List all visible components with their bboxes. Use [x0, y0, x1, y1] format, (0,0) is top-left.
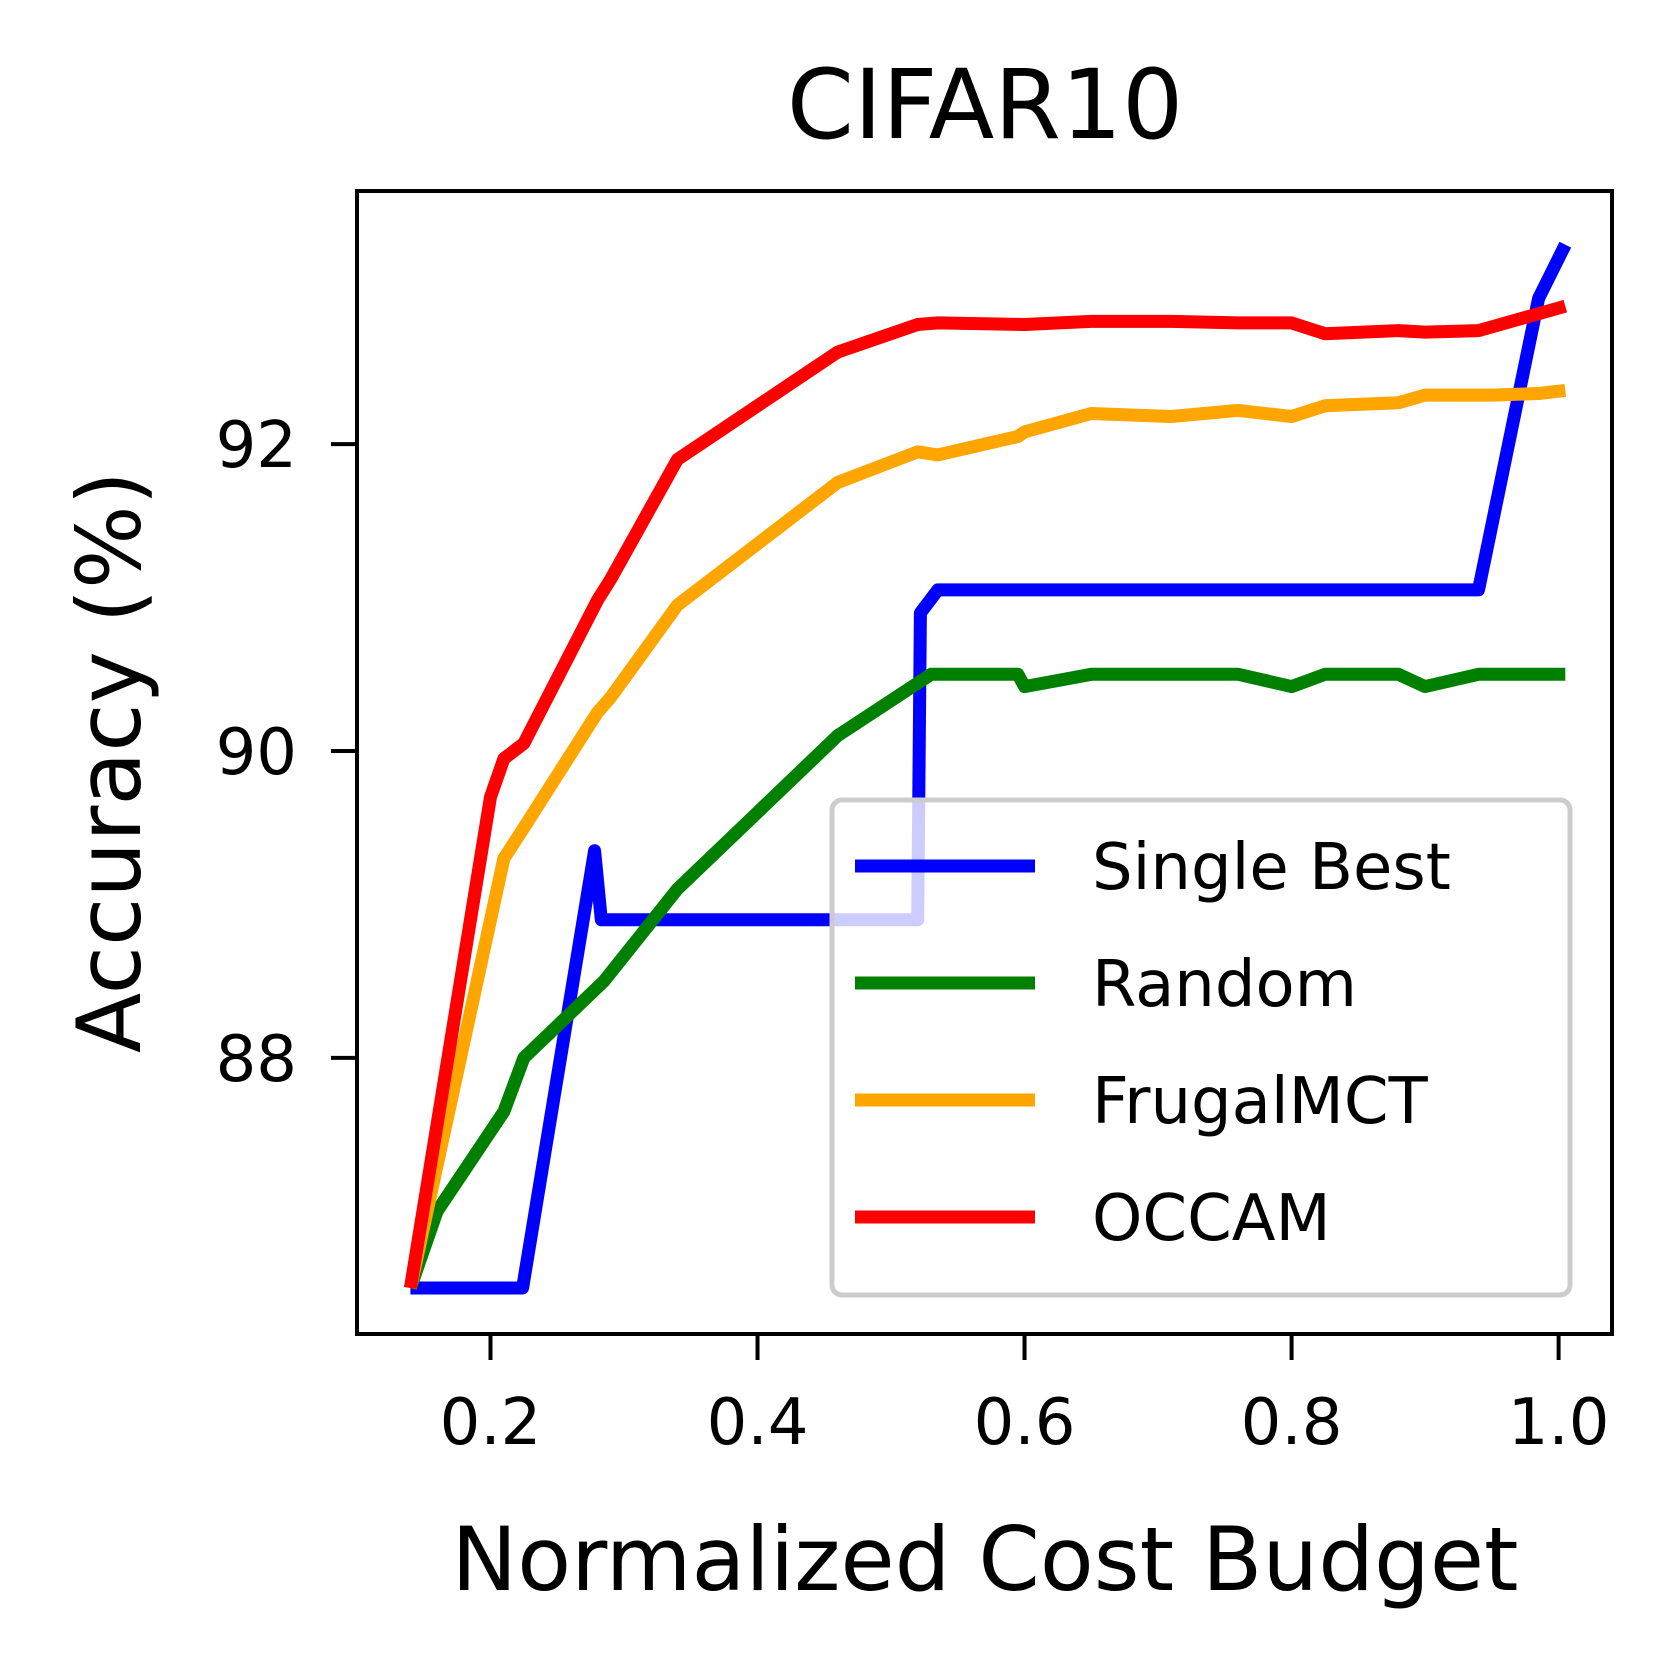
x-tick-label: 0.4 — [707, 1386, 809, 1460]
legend-label: FrugalMCT — [1092, 1065, 1429, 1139]
legend: Single Best Random FrugalMCT OCCAM — [829, 797, 1573, 1298]
plot-area — [403, 241, 1572, 1295]
legend-box — [829, 797, 1573, 1298]
x-tick-label: 1.0 — [1508, 1386, 1610, 1460]
legend-label: Single Best — [1092, 831, 1451, 905]
legend-label: Random — [1092, 948, 1357, 1022]
x-tick-label: 0.8 — [1241, 1386, 1343, 1460]
y-tick-label: 88 — [216, 1023, 297, 1097]
x-axis-label: Normalized Cost Budget — [451, 1508, 1518, 1611]
axis-ticks: 0.2 0.4 0.6 0.8 1.0 88 90 92 — [216, 409, 1610, 1460]
x-tick-label: 0.6 — [974, 1386, 1076, 1460]
series-line-random — [404, 667, 1566, 1291]
chart-title: CIFAR10 — [787, 49, 1183, 161]
y-tick-label: 90 — [216, 716, 297, 790]
y-tick-label: 92 — [216, 409, 297, 483]
series-line-single-best — [410, 241, 1572, 1295]
series-line-frugalmct — [404, 383, 1567, 1290]
plot-frame — [355, 189, 1614, 1336]
y-axis-label: Accuracy (%) — [58, 471, 161, 1053]
legend-label: OCCAM — [1092, 1182, 1331, 1256]
x-tick-label: 0.2 — [440, 1386, 542, 1460]
series-line-occam — [403, 299, 1568, 1290]
